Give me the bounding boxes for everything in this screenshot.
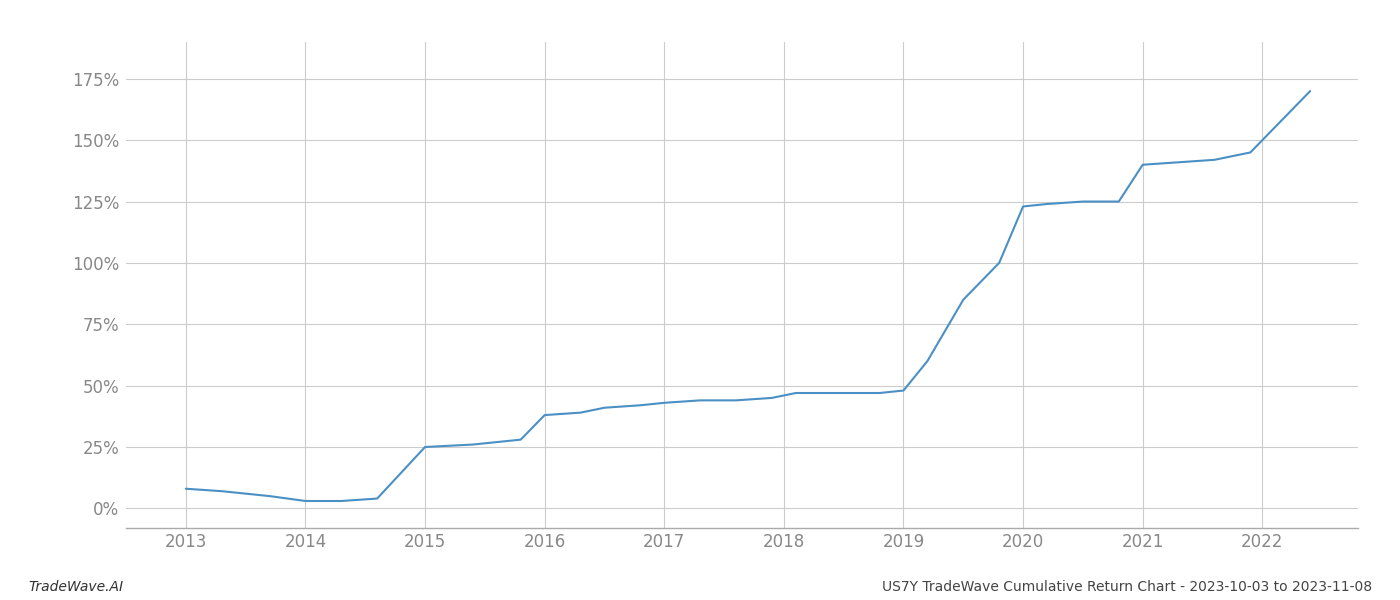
Text: US7Y TradeWave Cumulative Return Chart - 2023-10-03 to 2023-11-08: US7Y TradeWave Cumulative Return Chart -… [882, 580, 1372, 594]
Text: TradeWave.AI: TradeWave.AI [28, 580, 123, 594]
